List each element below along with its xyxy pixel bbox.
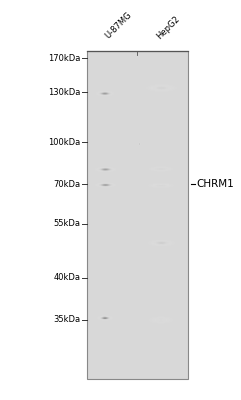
Text: U-87MG: U-87MG bbox=[103, 10, 133, 40]
Text: 70kDa: 70kDa bbox=[54, 180, 81, 188]
Text: 55kDa: 55kDa bbox=[54, 220, 81, 228]
Text: HepG2: HepG2 bbox=[154, 14, 181, 40]
Text: CHRM1: CHRM1 bbox=[196, 179, 234, 189]
Text: 40kDa: 40kDa bbox=[54, 273, 81, 282]
Bar bbox=[87, 50, 188, 379]
Text: 170kDa: 170kDa bbox=[48, 54, 81, 63]
Text: 35kDa: 35kDa bbox=[54, 315, 81, 324]
Text: 130kDa: 130kDa bbox=[48, 88, 81, 97]
Text: 100kDa: 100kDa bbox=[49, 138, 81, 147]
